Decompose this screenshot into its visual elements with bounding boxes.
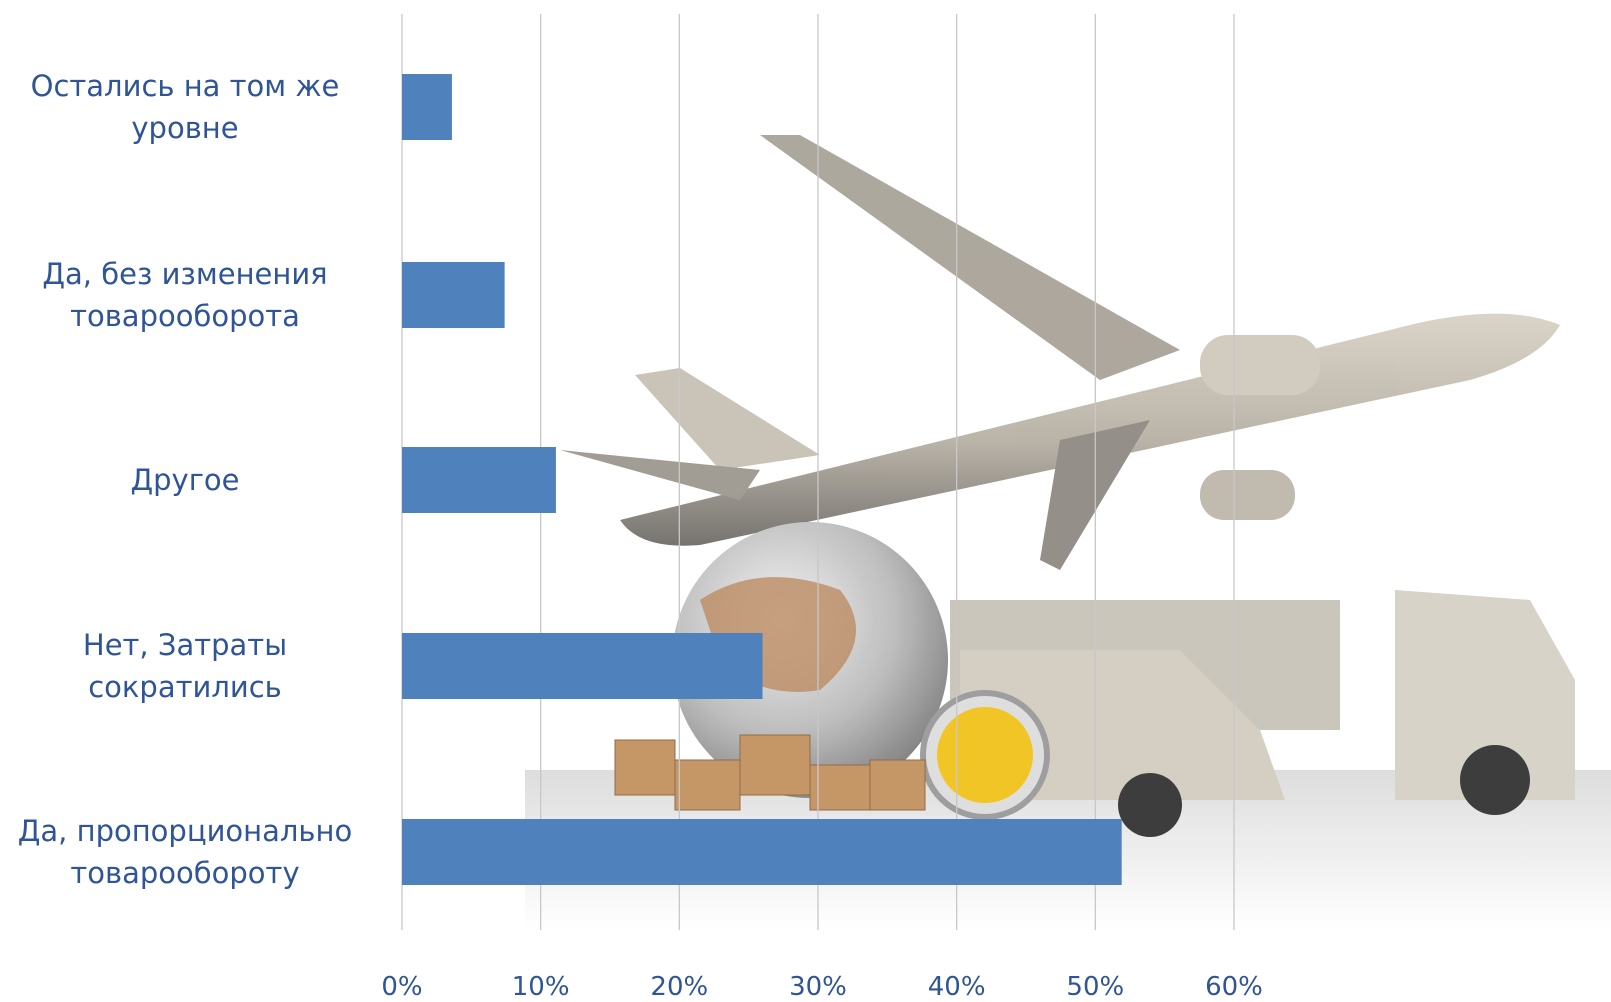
truck-cab [1395,590,1575,800]
bar [402,447,556,513]
boxes [614,734,926,811]
y-tick-label: Другое [130,463,240,497]
bar [402,74,452,140]
plane-body [620,313,1560,546]
plane-engine [1200,470,1295,520]
x-tick-label: 50% [1066,972,1125,1002]
background-illustration [525,135,1611,930]
y-tick-label: Да, пропорционально товарообороту [17,814,353,890]
bar [402,262,505,328]
y-tick-label: Остались на том же уровне [30,69,340,145]
x-tick-label: 10% [511,972,570,1002]
x-tick-label: 30% [789,972,847,1002]
wheel [1460,745,1530,815]
plane-tail [635,368,820,470]
x-tick-label: 40% [927,972,986,1002]
y-tick-label: Нет, Затраты сократились [82,628,288,704]
bar [402,819,1122,885]
wheel [1118,773,1182,837]
stopwatch-face [937,707,1033,803]
plane-engine [1200,335,1320,395]
y-tick-label: Да, без изменения товарооборота [42,257,328,333]
bar [402,633,763,699]
plane-stabilizer [560,450,760,500]
x-tick-label: 20% [650,972,709,1002]
plane-wing [760,135,1180,380]
x-tick-label: 60% [1205,972,1263,1002]
x-tick-label: 0% [381,972,423,1002]
